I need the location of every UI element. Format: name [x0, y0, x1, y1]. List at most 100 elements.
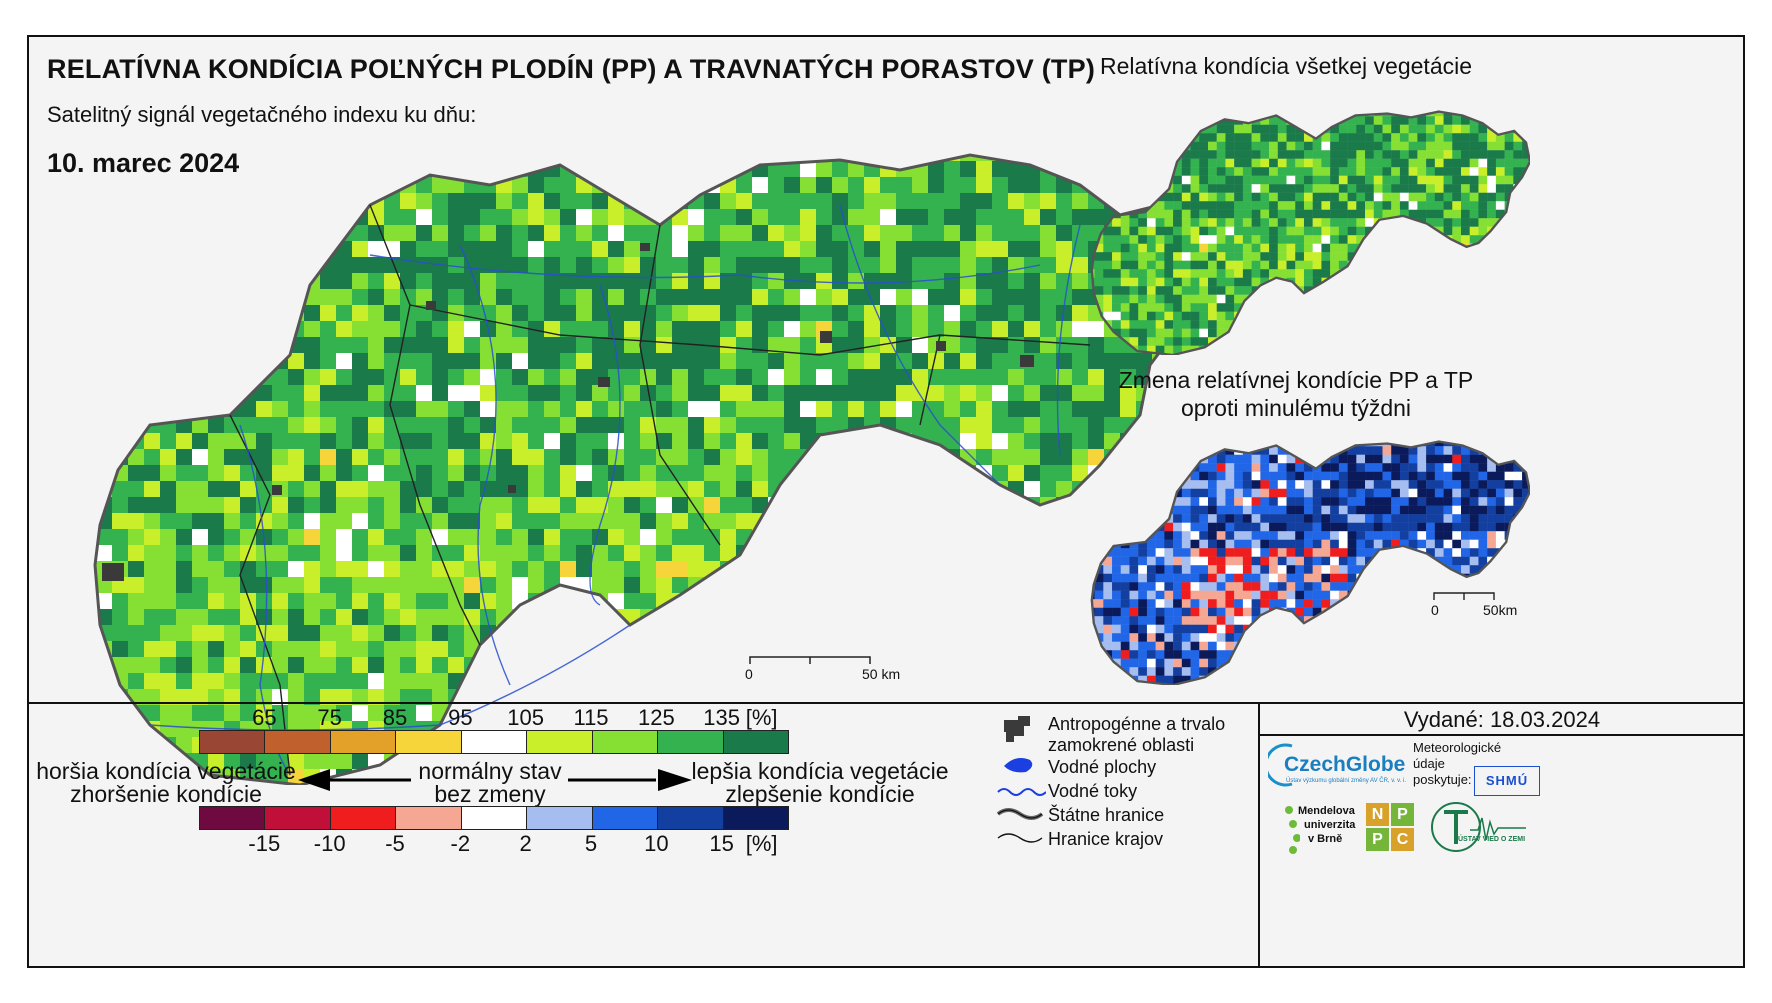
map-pixel — [1338, 158, 1348, 168]
map-pixel — [1513, 471, 1523, 481]
map-pixel — [944, 177, 961, 194]
map-pixel — [1242, 286, 1252, 295]
map-pixel — [1234, 226, 1244, 236]
map-pixel — [992, 529, 1009, 546]
map-pixel — [1495, 471, 1505, 481]
map-pixel — [640, 161, 657, 178]
map-pixel — [672, 449, 689, 466]
map-pixel — [1495, 480, 1505, 489]
map-pixel — [1513, 328, 1523, 338]
map-pixel — [96, 721, 113, 738]
map-pixel — [1155, 235, 1165, 244]
map-pixel — [1461, 150, 1470, 159]
map-pixel — [320, 401, 337, 418]
map-pixel — [1434, 337, 1444, 346]
map-pixel — [1513, 167, 1523, 176]
map-pixel — [1277, 328, 1287, 338]
map-pixel — [656, 673, 673, 690]
map-pixel — [608, 417, 625, 434]
map-pixel — [1072, 289, 1089, 306]
map-pixel — [1234, 354, 1244, 355]
map-pixel — [912, 241, 929, 258]
map-pixel — [608, 545, 625, 562]
map-pixel — [240, 481, 257, 498]
map-pixel — [1312, 345, 1322, 355]
map-pixel — [1478, 277, 1488, 287]
map-pixel — [656, 433, 673, 450]
map-pixel — [1434, 124, 1444, 134]
map-pixel — [208, 689, 225, 706]
map-pixel — [1452, 446, 1462, 455]
map-pixel — [1513, 311, 1523, 321]
map-pixel — [1452, 218, 1462, 227]
map-pixel — [400, 577, 417, 594]
map-pixel — [320, 641, 337, 658]
map-pixel — [240, 593, 257, 610]
map-pixel — [1199, 354, 1209, 355]
map-pixel — [896, 497, 913, 514]
map-pixel — [1024, 289, 1041, 306]
map-pixel — [528, 577, 545, 594]
map-pixel — [208, 209, 225, 226]
map-pixel — [1138, 286, 1148, 295]
map-pixel — [1155, 175, 1165, 185]
map-pixel — [1347, 150, 1357, 159]
map-pixel — [1120, 480, 1130, 489]
map-pixel — [1199, 111, 1209, 117]
map-pixel — [1391, 345, 1401, 355]
map-pixel — [1461, 269, 1470, 278]
map-pixel — [1303, 175, 1313, 185]
map-pixel — [1251, 141, 1261, 151]
map-pixel — [672, 401, 689, 418]
map-pixel — [240, 385, 257, 402]
map-pixel — [1269, 480, 1278, 489]
map-pixel — [1094, 111, 1104, 117]
map-pixel — [1417, 184, 1427, 193]
map-pixel — [224, 289, 241, 306]
map-pixel — [1103, 441, 1113, 447]
map-pixel — [800, 369, 817, 386]
map-pixel — [944, 273, 961, 290]
map-pixel — [576, 321, 593, 338]
map-pixel — [320, 577, 337, 594]
map-pixel — [1234, 294, 1244, 304]
map-pixel — [304, 641, 321, 658]
map-pixel — [1399, 184, 1409, 193]
map-pixel — [1356, 150, 1366, 159]
map-pixel — [1138, 471, 1148, 481]
map-pixel — [1469, 328, 1479, 338]
map-pixel — [784, 305, 801, 322]
map-pixel — [1356, 226, 1366, 236]
map-pixel — [976, 641, 993, 658]
map-pixel — [1146, 320, 1156, 329]
map-pixel — [1286, 167, 1296, 176]
map-pixel — [368, 417, 385, 434]
map-pixel — [1330, 158, 1340, 168]
map-pixel — [848, 321, 865, 338]
map-pixel — [656, 657, 673, 674]
map-pixel — [320, 625, 337, 642]
map-pixel — [288, 161, 305, 178]
map-pixel — [176, 513, 193, 530]
map-pixel — [1146, 226, 1156, 236]
map-pixel — [960, 721, 977, 738]
map-pixel — [672, 289, 689, 306]
map-pixel — [864, 257, 881, 274]
map-pixel — [96, 209, 113, 226]
map-pixel — [848, 225, 865, 242]
map-pixel — [1277, 226, 1287, 236]
map-pixel — [480, 337, 497, 354]
map-pixel — [1242, 184, 1252, 193]
map-pixel — [736, 513, 753, 530]
map-pixel — [1338, 345, 1348, 355]
map-pixel — [1103, 471, 1113, 481]
map-pixel — [1495, 286, 1505, 295]
map-pixel — [656, 625, 673, 642]
map-pixel — [832, 225, 849, 242]
map-pixel — [95, 257, 97, 274]
map-pixel — [144, 353, 161, 370]
map-pixel — [1251, 488, 1261, 498]
map-pixel — [560, 305, 577, 322]
map-pixel — [1024, 193, 1041, 210]
map-pixel — [496, 369, 513, 386]
